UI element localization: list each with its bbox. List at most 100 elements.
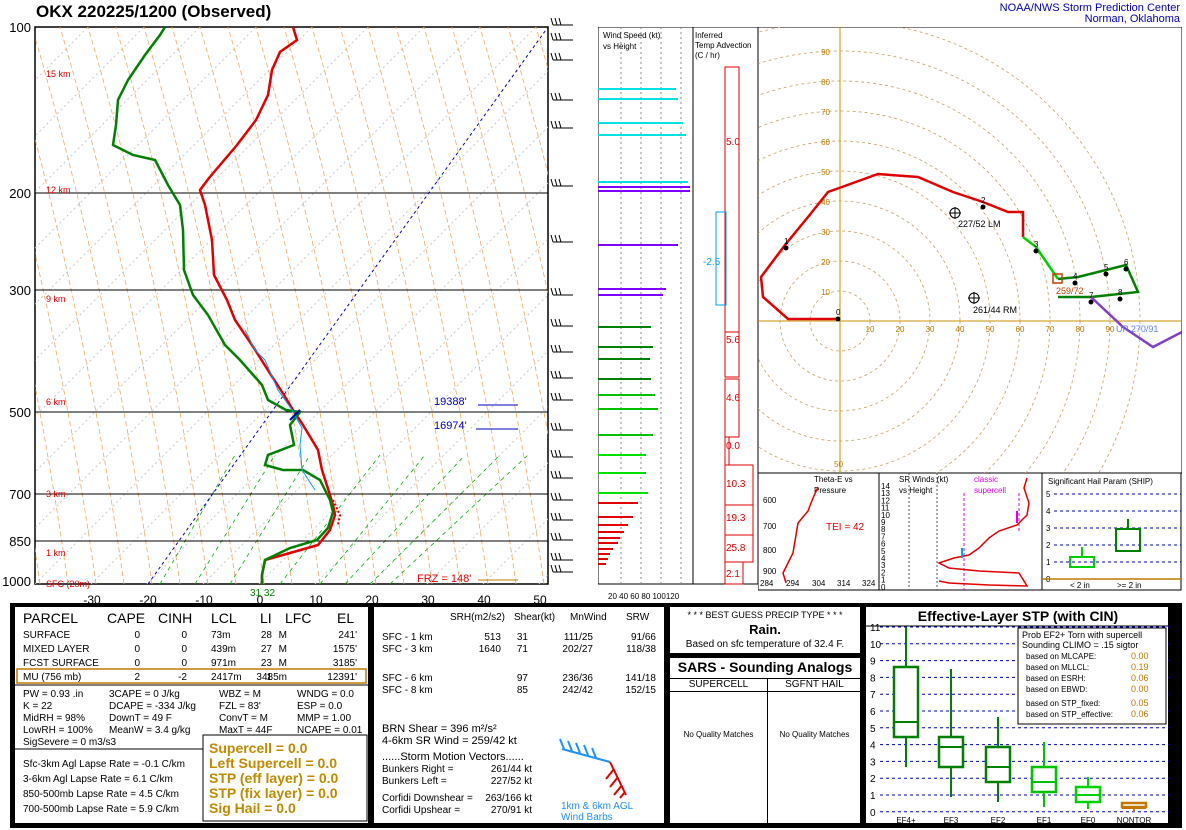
stp-y-label: 5	[870, 724, 876, 735]
sars-title: SARS - Sounding Analogs	[677, 659, 853, 675]
srw-y-label: 4	[881, 554, 886, 563]
parcel-cell: M	[279, 630, 287, 641]
parcel-cell: MIXED LAYER	[23, 644, 90, 655]
tadv-value: -2.5	[703, 257, 721, 268]
srw-title-1: SR Winds (kt)	[899, 475, 949, 484]
ship-y-label: 2	[1046, 541, 1051, 550]
theta-x-314: 314	[837, 579, 851, 588]
hodo-trace-red	[759, 172, 1025, 321]
stp-prob-1: Prob EF2+ Torn with supercell	[1022, 630, 1142, 640]
storm-value: 270/91 kt	[491, 805, 532, 816]
storm-value: 263/166 kt	[485, 793, 532, 804]
kin-cell: 513	[484, 632, 501, 643]
parcel-cell: 0	[134, 658, 140, 669]
stp-svg: Effective-Layer STP (with CIN) 111098765…	[866, 608, 1170, 825]
hodo-x-label: 60	[1016, 325, 1025, 334]
stp-y-label: 11	[870, 623, 881, 634]
srw-y-label: 1	[881, 576, 886, 585]
parcel-cell: M	[279, 644, 287, 655]
parcel-cell: 971m	[211, 658, 236, 669]
temperature-profile	[198, 27, 337, 584]
pressure-label: 100	[9, 20, 31, 35]
stp-based-value: 0.00	[1131, 651, 1149, 661]
wind-panel-title-2: vs Height	[603, 42, 637, 51]
ship-y-label: 1	[1046, 558, 1051, 567]
sars-supercell-matches: No Quality Matches	[683, 730, 754, 739]
hodo-point	[783, 245, 789, 251]
hodo-ring-label: 20	[821, 258, 830, 267]
stp-panel: Effective-Layer STP (with CIN) 11 10 9 8 7 6 5…	[865, 606, 1170, 825]
parcel-mid-stat: DCAPE = -334 J/kg	[109, 701, 196, 712]
param-value: STP (fix layer) = 0.0	[209, 785, 338, 801]
height-label: 12 km	[46, 185, 71, 195]
parcel-cell: 73m	[211, 630, 230, 641]
storm-value: 227/52 kt	[491, 776, 532, 787]
hodo-point-label: 5	[1104, 263, 1109, 272]
parcel-cell: M	[279, 658, 287, 669]
stp-title: Effective-Layer STP (with CIN)	[918, 608, 1118, 624]
hodo-point-label: 7	[1089, 291, 1094, 300]
stp-x-label: NONTOR	[1117, 816, 1152, 825]
stp-y-label: 0	[870, 808, 876, 819]
parcel-cell: 2417m	[211, 672, 242, 683]
tadv-value: 0.0	[726, 441, 740, 452]
tadv-bar	[724, 378, 740, 438]
sars-col-hail: SGFNT HAIL	[785, 679, 844, 690]
tadv-value: 2.1	[726, 569, 740, 580]
precip-panel: * * * BEST GUESS PRECIP TYPE * * * Rain.…	[669, 606, 861, 654]
stp-based-value: 0.00	[1131, 684, 1149, 694]
hodo-x-label: 90	[1106, 325, 1115, 334]
hodo-ring-label: 70	[821, 108, 830, 117]
storm-value: 261/44 kt	[491, 764, 532, 775]
temp-label: 40	[477, 593, 491, 606]
stp-based-value: 0.05	[1131, 698, 1149, 708]
stp-x-label: EF1	[1037, 816, 1052, 825]
sars-panel: SARS - Sounding Analogs SUPERCELL SGFNT …	[669, 657, 861, 824]
kin-h-srh: SRH(m2/s2)	[450, 612, 505, 623]
parcel-left-stat: PW = 0.93 .in	[23, 689, 83, 700]
ship-title: Significant Hail Param (SHIP)	[1048, 477, 1153, 486]
hodo-x-label: 30	[926, 325, 935, 334]
hodo-point	[1033, 248, 1039, 254]
height-label: 3 km	[46, 489, 66, 499]
ship-y-label: 3	[1046, 524, 1051, 533]
lapse-rate: 700-500mb Lapse Rate = 5.9 C/km	[23, 804, 179, 815]
tadv-value: 19.3	[726, 513, 746, 524]
ship-y-label: 5	[1046, 490, 1051, 499]
pressure-label: 300	[9, 283, 31, 298]
stp-based-value: 0.06	[1131, 709, 1149, 719]
theta-e-panel: Theta-E vs Pressure 600 700 800 900 284 …	[758, 473, 880, 591]
parcel-cell: -2	[178, 672, 187, 683]
tadv-title-1: Inferred	[695, 31, 723, 40]
parcel-cell: 0	[181, 658, 187, 669]
temp-label: 30	[421, 593, 435, 606]
parcel-cell: 28	[261, 630, 273, 641]
theta-p-600: 600	[763, 496, 777, 505]
parcel-right-stat: FZL = 83'	[219, 701, 261, 712]
kin-cell: 202/27	[562, 644, 593, 655]
height-label: 9 km	[46, 294, 66, 304]
hodo-point-label: 3	[1034, 240, 1039, 249]
parcel-right-stat: MMP = 1.00	[297, 713, 351, 724]
srw-y-label: 13	[881, 489, 890, 498]
stp-based-label: based on EBWD:	[1026, 685, 1087, 694]
org-line-2: Norman, Oklahoma	[1084, 13, 1180, 25]
parcel-cell: FCST SURFACE	[23, 658, 99, 669]
parcel-cell: 2	[134, 672, 140, 683]
parcel-cell: 0	[181, 644, 187, 655]
hodo-point	[1072, 280, 1078, 286]
barb-label-1: 1km & 6km AGL	[561, 801, 634, 812]
tadv-value: 5.0	[726, 137, 740, 148]
stp-based-label: based on MLLCL:	[1026, 663, 1089, 672]
hodo-point	[1088, 299, 1094, 305]
hodo-ring-label: 10	[821, 288, 830, 297]
stp-y-label: 2	[870, 774, 876, 785]
parcel-cell: MU (756 mb)	[23, 672, 81, 683]
parcel-left-stat: K = 22	[23, 701, 53, 712]
stp-based-label: based on MLCAPE:	[1026, 652, 1096, 661]
parcel-cell: 1575'	[333, 644, 357, 655]
kinematics-svg: SRH(m2/s2) Shear(kt) MnWind SRW SFC - 1 …	[382, 612, 656, 823]
kin-h-mnwind: MnWind	[570, 612, 607, 623]
hodo-point	[835, 316, 841, 322]
tadv-bar	[724, 561, 744, 585]
